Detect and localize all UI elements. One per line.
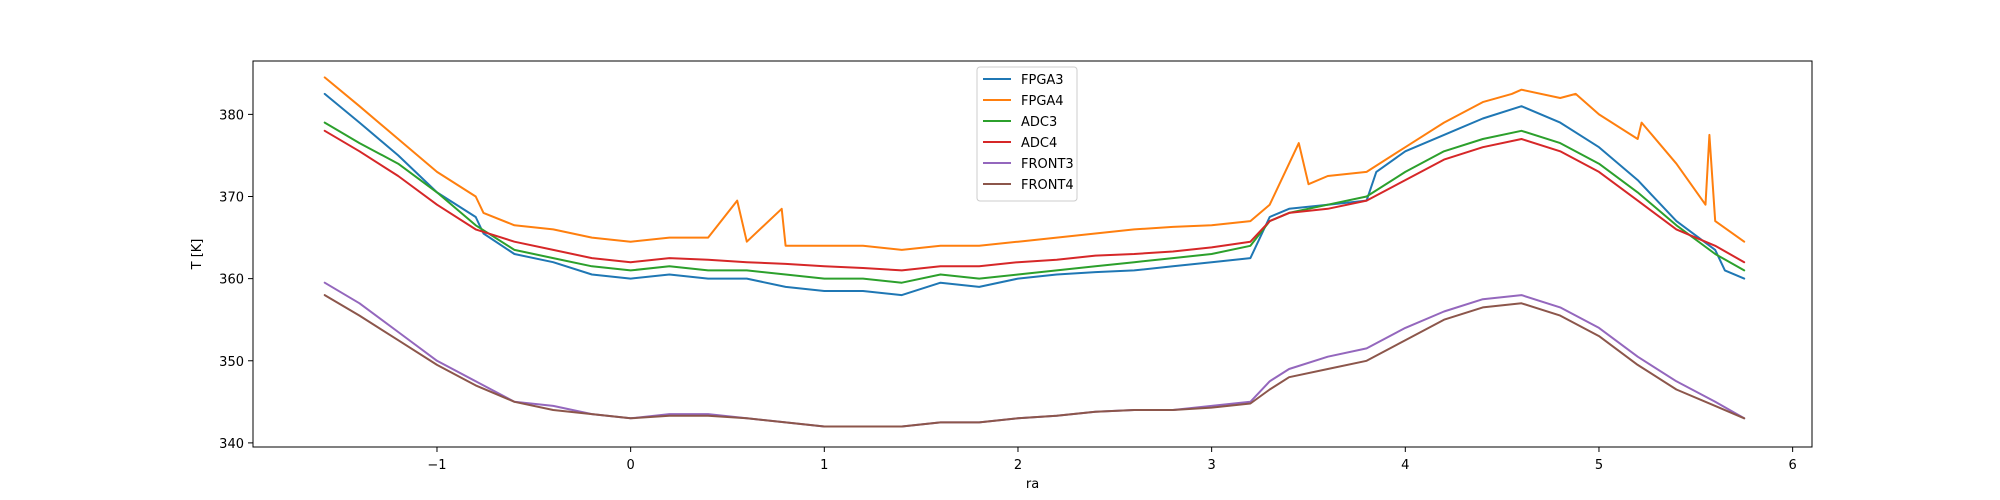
x-tick-label: −1 — [427, 458, 446, 473]
legend: FPGA3 FPGA4 ADC3 ADC4 FRONT3 FRONT4 — [976, 66, 1078, 202]
y-axis: 340 350 360 370 380 — [219, 108, 253, 452]
y-axis-label: T [K] — [190, 239, 205, 271]
x-tick-label: 4 — [1401, 458, 1409, 473]
x-tick-label: 3 — [1207, 458, 1215, 473]
legend-label-fpga4: FPGA4 — [1021, 94, 1064, 109]
plot-area — [323, 76, 1746, 428]
plot-frame — [252, 60, 1813, 448]
x-tick-label: 2 — [1014, 458, 1022, 473]
x-tick-label: 1 — [820, 458, 828, 473]
x-tick-label: 6 — [1788, 458, 1796, 473]
legend-label-front3: FRONT3 — [1021, 157, 1074, 172]
x-tick-label: 5 — [1595, 458, 1603, 473]
y-tick-label: 350 — [219, 355, 244, 370]
y-tick-label: 380 — [219, 108, 244, 123]
y-tick-label: 360 — [219, 273, 244, 288]
y-tick-label: 370 — [219, 191, 244, 206]
legend-label-adc4: ADC4 — [1021, 136, 1057, 151]
y-tick-label: 340 — [219, 437, 244, 452]
x-axis: −1 0 1 2 3 4 5 6 — [427, 447, 1797, 473]
series-line-fpga3 — [323, 92, 1746, 297]
series-line-adc3 — [323, 121, 1746, 284]
legend-label-front4: FRONT4 — [1021, 178, 1074, 193]
x-tick-label: 0 — [627, 458, 635, 473]
series-line-front4 — [323, 294, 1746, 428]
series-line-fpga4 — [323, 76, 1746, 251]
legend-label-fpga3: FPGA3 — [1021, 73, 1064, 88]
series-line-adc4 — [323, 129, 1746, 272]
legend-label-adc3: ADC3 — [1021, 115, 1057, 130]
x-axis-label: ra — [1026, 477, 1039, 492]
